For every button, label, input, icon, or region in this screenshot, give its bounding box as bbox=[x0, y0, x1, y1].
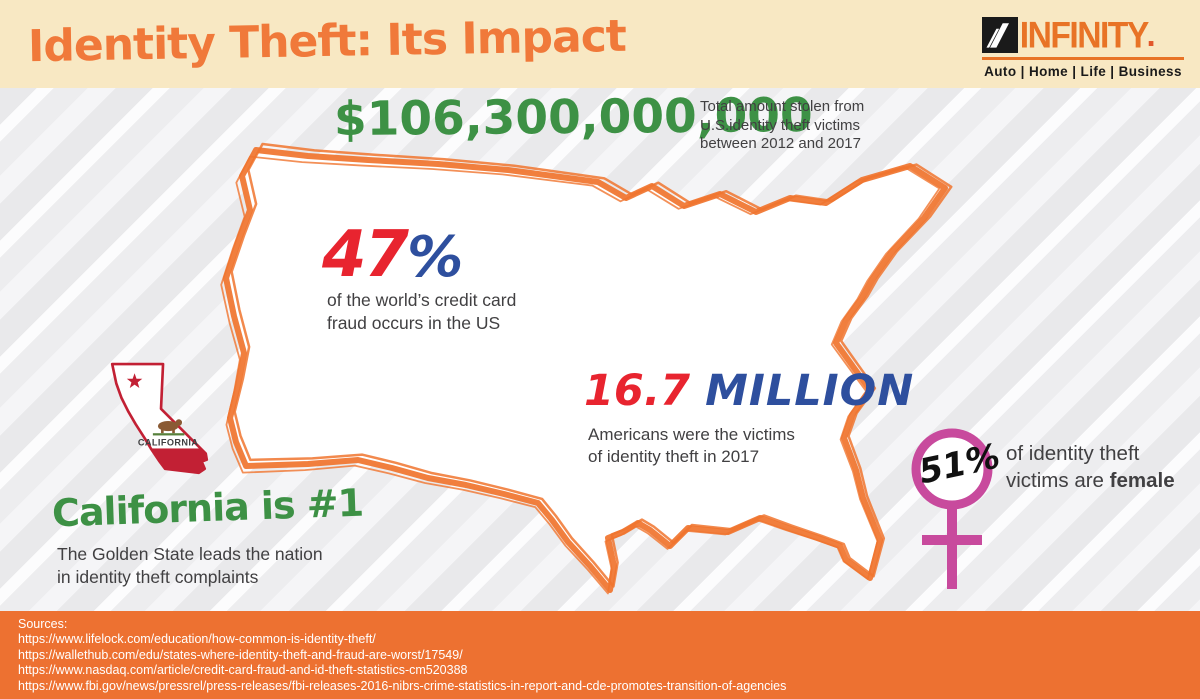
logo-divider bbox=[982, 57, 1184, 60]
caption-line: Americans were the victims bbox=[588, 425, 795, 444]
victims-million-word: MILLION bbox=[705, 366, 915, 416]
us-map-stroke-echo2 bbox=[220, 155, 941, 595]
source-link[interactable]: https://www.fbi.gov/news/pressrel/press-… bbox=[18, 678, 787, 693]
brand-period: . bbox=[1146, 16, 1156, 53]
infinity-logo: INFINITY. Auto | Home | Life | Business bbox=[982, 13, 1184, 79]
star-icon bbox=[126, 373, 143, 388]
source-link[interactable]: https://www.nasdaq.com/article/credit-ca… bbox=[18, 663, 468, 678]
us-map-fill bbox=[226, 150, 945, 590]
total-stolen-caption: Total amount stolen from U.S.identity th… bbox=[700, 98, 864, 154]
california-state-icon: CALIFORNIA bbox=[110, 362, 209, 475]
header-bar: Identity Theft: Its Impact INFINITY. Aut… bbox=[0, 0, 1200, 88]
caption-bold-word: female bbox=[1109, 469, 1175, 492]
female-symbol-icon bbox=[911, 428, 993, 589]
california-state-label: CALIFORNIA bbox=[138, 437, 198, 447]
caption-line: of the world’s credit card bbox=[327, 290, 517, 310]
credit-card-fraud-caption: of the world’s credit card fraud occurs … bbox=[327, 289, 516, 335]
victims-value: 16.7 MILLION bbox=[584, 366, 914, 416]
california-caption: The Golden State leads the nation in ide… bbox=[57, 543, 323, 588]
victims-caption: Americans were the victims of identity t… bbox=[588, 424, 795, 467]
caption-line: victims are female bbox=[1006, 467, 1175, 494]
main-canvas: $106,300,000,000 Total amount stolen fro… bbox=[0, 88, 1200, 611]
california-flag-red-band bbox=[112, 448, 207, 473]
logo-tagline: Auto | Home | Life | Business bbox=[984, 64, 1182, 79]
caption-line: The Golden State leads the nation bbox=[57, 544, 323, 564]
credit-card-fraud-value: 47% bbox=[322, 218, 463, 292]
percent-sign: % bbox=[407, 225, 464, 290]
bear-icon bbox=[152, 419, 185, 436]
brand-name: INFINITY bbox=[1019, 13, 1150, 56]
sources-label: Sources: bbox=[18, 617, 68, 631]
caption-line: of identity theft bbox=[1006, 442, 1140, 465]
caption-line: fraud occurs in the US bbox=[327, 313, 501, 333]
caption-fragment: victims are bbox=[1006, 469, 1110, 492]
caption-line: between 2012 and 2017 bbox=[700, 135, 861, 152]
page-title: Identity Theft: Its Impact bbox=[27, 10, 627, 73]
caption-line: in identity theft complaints bbox=[57, 566, 259, 587]
female-caption: of identity theft victims are female bbox=[1006, 440, 1175, 494]
source-link[interactable]: https://www.lifelock.com/education/how-c… bbox=[18, 632, 376, 647]
victims-number: 16.7 bbox=[584, 366, 706, 416]
caption-line: Total amount stolen from bbox=[700, 98, 865, 115]
infinity-logo-icon bbox=[982, 17, 1018, 53]
caption-line: of identity theft in 2017 bbox=[588, 446, 760, 466]
source-link[interactable]: https://wallethub.com/edu/states-where-i… bbox=[18, 647, 463, 662]
infinity-logo-row: INFINITY. bbox=[982, 13, 1184, 56]
caption-line: U.S.identity theft victims bbox=[700, 116, 861, 134]
credit-card-fraud-number: 47 bbox=[322, 218, 409, 292]
sources-footer: Sources: https://www.lifelock.com/educat… bbox=[0, 611, 1200, 699]
us-map-sketch bbox=[220, 142, 953, 595]
